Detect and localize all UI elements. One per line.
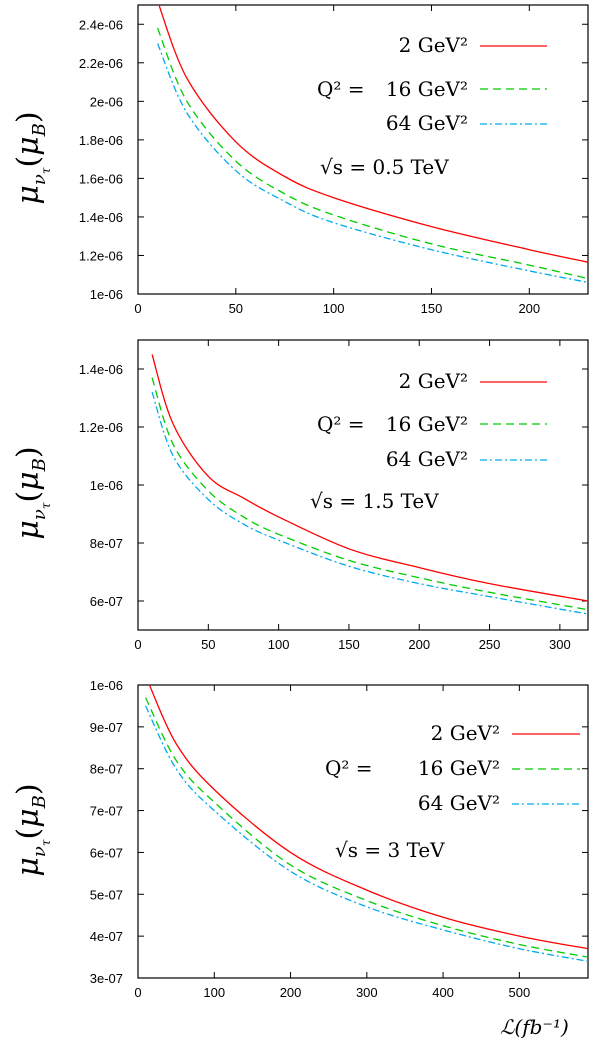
x-tick-label: 400: [432, 985, 454, 1000]
energy-annotation: √s = 0.5 TeV: [320, 155, 449, 179]
x-tick-label: 200: [408, 637, 430, 652]
series-line-1: [158, 5, 588, 263]
legend: 2 GeV² Q² = 16 GeV² 64 GeV²: [317, 33, 547, 135]
axes: 0 50 100 150 200 250 300 6e-07 8e-07 1e-06 1.2e-06…: [79, 339, 589, 652]
y-axis-label: μντ(μB): [11, 111, 53, 204]
x-tick-label: 200: [518, 301, 540, 316]
energy-annotation: √s = 1.5 TeV: [310, 489, 439, 513]
y-tick-label: 1e-06: [90, 287, 123, 302]
series-line-2: [151, 377, 588, 611]
x-tick-label: 50: [201, 637, 215, 652]
x-tick-label: 200: [280, 985, 302, 1000]
y-tick-label: 5e-07: [90, 887, 123, 902]
y-tick-label: 6e-07: [90, 845, 123, 860]
legend-label-16gev: 16 GeV²: [386, 412, 468, 436]
y-tick-label: 8e-07: [90, 536, 123, 551]
y-axis-label-text: μντ(μB): [11, 446, 53, 539]
legend-label-16gev: 16 GeV²: [386, 77, 468, 101]
x-tick-label: 150: [421, 301, 443, 316]
y-tick-label: 2.2e-06: [79, 56, 123, 71]
series-line-3: [145, 705, 588, 962]
legend-label-2gev: 2 GeV²: [399, 33, 468, 57]
x-tick-label: 150: [338, 637, 360, 652]
legend-label-16gev: 16 GeV²: [418, 756, 500, 780]
series-line-3: [151, 391, 588, 615]
series-line-1: [151, 354, 588, 602]
y-axis-label-text: μντ(μB): [11, 111, 53, 204]
y-tick-label: 6e-07: [90, 594, 123, 609]
series-line-3: [157, 43, 588, 284]
y-tick-label: 9e-07: [90, 720, 123, 735]
series-line-1: [148, 685, 588, 950]
legend-prefix: Q² =: [317, 412, 365, 436]
energy-annotation: √s = 3 TeV: [335, 838, 445, 862]
x-tick-label: 0: [134, 637, 141, 652]
y-axis-label: μντ(μB): [11, 783, 53, 876]
legend-label-64gev: 64 GeV²: [386, 447, 468, 471]
y-tick-label: 1.2e-06: [79, 248, 123, 263]
y-tick-label: 1.4e-06: [79, 210, 123, 225]
x-tick-label: 100: [323, 301, 345, 316]
x-tick-label: 50: [229, 301, 243, 316]
y-tick-label: 2.4e-06: [79, 17, 123, 32]
series-line-2: [145, 697, 588, 958]
legend: 2 GeV² Q² = 16 GeV² 64 GeV²: [317, 369, 547, 471]
legend-prefix: Q² =: [317, 77, 365, 101]
x-tick-label: 100: [268, 637, 290, 652]
y-tick-label: 2e-06: [90, 94, 123, 109]
legend-label-64gev: 64 GeV²: [386, 111, 468, 135]
y-tick-label: 8e-07: [90, 762, 123, 777]
x-tick-label: 300: [549, 637, 571, 652]
x-tick-label: 300: [356, 985, 378, 1000]
x-tick-label: 0: [134, 985, 141, 1000]
x-axis-label: ℒ(fb⁻¹): [500, 1015, 569, 1039]
legend-prefix: Q² =: [325, 756, 373, 780]
y-tick-label: 1.4e-06: [79, 362, 123, 377]
chart-panel-2: μντ(μB) 2 GeV² Q² = 16 GeV² 64 GeV² √s =…: [11, 339, 589, 652]
legend-label-2gev: 2 GeV²: [431, 721, 500, 745]
legend-label-2gev: 2 GeV²: [399, 369, 468, 393]
plot-frame: [137, 4, 589, 295]
y-tick-label: 4e-07: [90, 929, 123, 944]
x-tick-label: 250: [479, 637, 501, 652]
chart-panel-3: μντ(μB) 2 GeV² Q² = 16 GeV² 64 GeV² √s =…: [11, 678, 589, 1039]
series-line-2: [156, 27, 588, 280]
legend: 2 GeV² Q² = 16 GeV² 64 GeV²: [325, 721, 580, 815]
plot-frame: [137, 684, 589, 979]
axes: 0 100 200 300 400 500 3e-07 4e-07 5e-07 6e-07 7e-0…: [90, 678, 589, 1000]
x-tick-label: 0: [134, 301, 141, 316]
y-tick-label: 1e-06: [90, 678, 123, 693]
axes: 0 50 100 150 200 1e-06 1.2e-06 1.4e-06 1.6e-06 1.…: [79, 4, 589, 316]
x-tick-label: 100: [203, 985, 225, 1000]
y-tick-label: 1.8e-06: [79, 133, 123, 148]
chart-panel-1: μντ(μB) 2 GeV² Q² = 16 GeV² 64 GeV² √s =…: [11, 4, 589, 316]
x-tick-label: 500: [509, 985, 531, 1000]
y-tick-label: 1e-06: [90, 478, 123, 493]
y-axis-label: μντ(μB): [11, 446, 53, 539]
y-axis-label-text: μντ(μB): [11, 783, 53, 876]
y-tick-label: 7e-07: [90, 804, 123, 819]
plot-frame: [137, 339, 589, 631]
y-tick-label: 1.2e-06: [79, 420, 123, 435]
legend-label-64gev: 64 GeV²: [418, 791, 500, 815]
y-tick-label: 3e-07: [90, 971, 123, 986]
y-tick-label: 1.6e-06: [79, 171, 123, 186]
